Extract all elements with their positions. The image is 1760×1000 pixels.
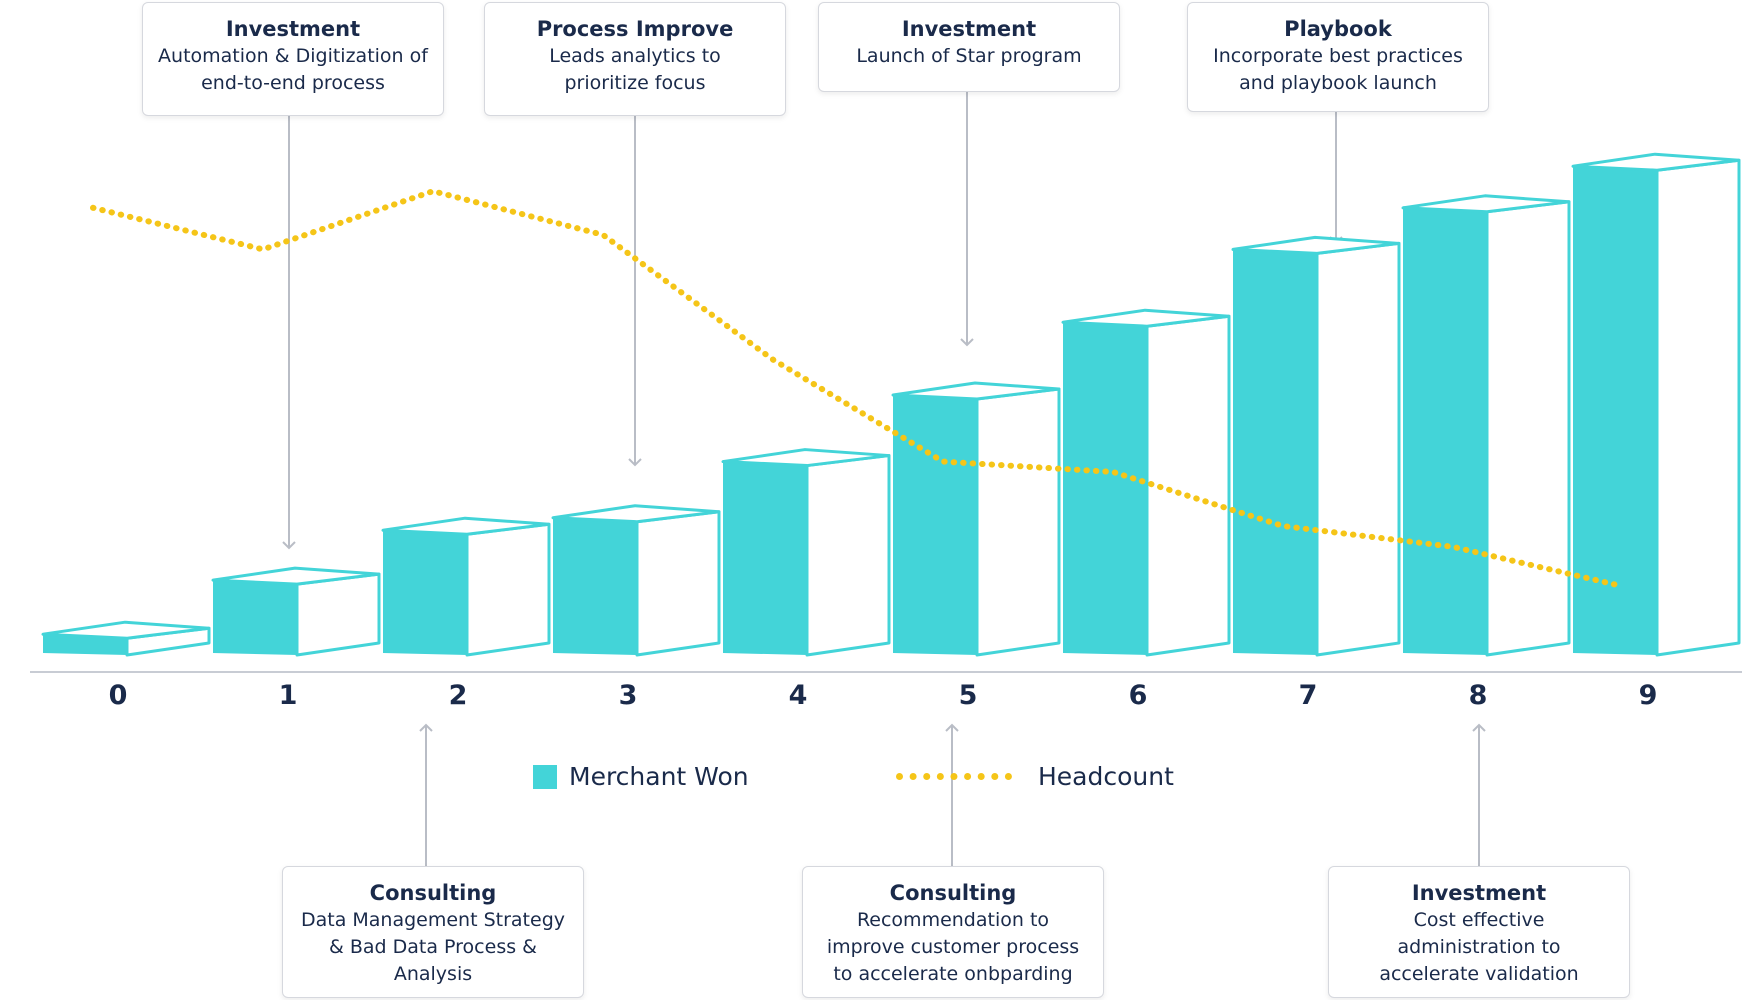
- bar-top-face: [1061, 308, 1231, 328]
- bar-front-face: [893, 395, 977, 655]
- bar-8: [1401, 194, 1571, 657]
- bar-4: [721, 448, 891, 657]
- legend-merchant-won: Merchant Won: [533, 762, 749, 791]
- bar-9: [1571, 152, 1741, 657]
- bar-front-face: [43, 634, 127, 655]
- bar-front-face: [553, 517, 637, 655]
- callout-title: Investment: [901, 17, 1037, 41]
- legend-swatch-bar: [533, 764, 557, 789]
- callout-bottom-3: Investment Cost effective administration…: [1328, 866, 1630, 998]
- bar-1: [211, 566, 381, 657]
- bar-top-face: [891, 381, 1061, 401]
- callout-text: Recommendation to improve customer proce…: [826, 909, 1080, 985]
- bar-front-face: [1233, 249, 1317, 655]
- callout-bottom-1: Consulting Data Management Strategy & Ba…: [282, 866, 584, 998]
- headcount-line: [90, 188, 1626, 590]
- bar-side-face: [465, 522, 551, 657]
- bar-side-face: [975, 387, 1061, 657]
- legend-label: Headcount: [1038, 762, 1174, 791]
- callout-text: Automation & Digitization of end-to-end …: [158, 45, 428, 94]
- x-tick-label: 3: [618, 680, 638, 711]
- annotation-arrows: [282, 92, 1486, 866]
- callout-top-3: Investment Launch of Star program: [818, 2, 1120, 92]
- bar-5: [891, 381, 1061, 657]
- legend-swatch-line: [896, 773, 1012, 780]
- merchant-won-bars: [41, 152, 1741, 657]
- x-tick-label: 6: [1128, 680, 1148, 711]
- bar-top-face: [381, 516, 551, 536]
- bar-front-face: [1403, 207, 1487, 656]
- callout-text: Leads analytics to prioritize focus: [549, 45, 721, 94]
- bar-side-face: [805, 454, 891, 657]
- callout-text: Incorporate best practices and playbook …: [1213, 45, 1463, 94]
- x-tick-label: 8: [1468, 680, 1488, 711]
- callout-title: Consulting: [889, 881, 1017, 905]
- legend-label: Merchant Won: [569, 762, 749, 791]
- bar-top-face: [1231, 235, 1401, 255]
- bar-side-face: [635, 510, 721, 657]
- bar-top-face: [551, 504, 721, 524]
- callout-text: Launch of Star program: [856, 45, 1082, 67]
- x-tick-label: 9: [1638, 680, 1658, 711]
- x-tick-label: 5: [958, 680, 978, 711]
- bar-front-face: [1063, 322, 1147, 655]
- x-tick-label: 2: [448, 680, 468, 711]
- bar-2: [381, 516, 551, 657]
- callout-title: Playbook: [1284, 17, 1392, 41]
- bar-6: [1061, 308, 1231, 657]
- bar-front-face: [1573, 166, 1657, 655]
- bar-front-face: [723, 461, 807, 655]
- bar-top-face: [1401, 194, 1571, 214]
- bar-side-face: [1485, 200, 1571, 657]
- bar-side-face: [295, 572, 381, 657]
- bar-side-face: [1315, 241, 1401, 657]
- callout-title: Consulting: [369, 881, 497, 905]
- callout-top-2: Process Improve Leads analytics to prior…: [484, 2, 786, 116]
- bar-top-face: [211, 566, 381, 586]
- bar-3: [551, 504, 721, 657]
- bar-front-face: [383, 530, 467, 655]
- x-tick-label: 0: [108, 680, 128, 711]
- callout-top-4: Playbook Incorporate best practices and …: [1187, 2, 1489, 112]
- x-tick-label: 7: [1298, 680, 1318, 711]
- bar-top-face: [1571, 152, 1741, 172]
- bar-top-face: [41, 620, 211, 640]
- bar-side-face: [1655, 158, 1741, 657]
- callout-text: Data Management Strategy & Bad Data Proc…: [300, 909, 565, 985]
- bar-top-face: [721, 448, 891, 468]
- callout-bottom-2: Consulting Recommendation to improve cus…: [802, 866, 1104, 998]
- callout-title: Investment: [225, 17, 361, 41]
- legend-headcount: Headcount: [896, 762, 1174, 791]
- bar-7: [1231, 235, 1401, 657]
- bar-0: [41, 620, 211, 657]
- callout-top-1: Investment Automation & Digitization of …: [142, 2, 444, 116]
- callout-title: Process Improve: [536, 17, 734, 41]
- bar-front-face: [213, 580, 297, 655]
- callout-text: Cost effective administration to acceler…: [1379, 909, 1579, 985]
- x-tick-label: 1: [278, 680, 298, 711]
- callout-title: Investment: [1411, 881, 1547, 905]
- x-tick-label: 4: [788, 680, 808, 711]
